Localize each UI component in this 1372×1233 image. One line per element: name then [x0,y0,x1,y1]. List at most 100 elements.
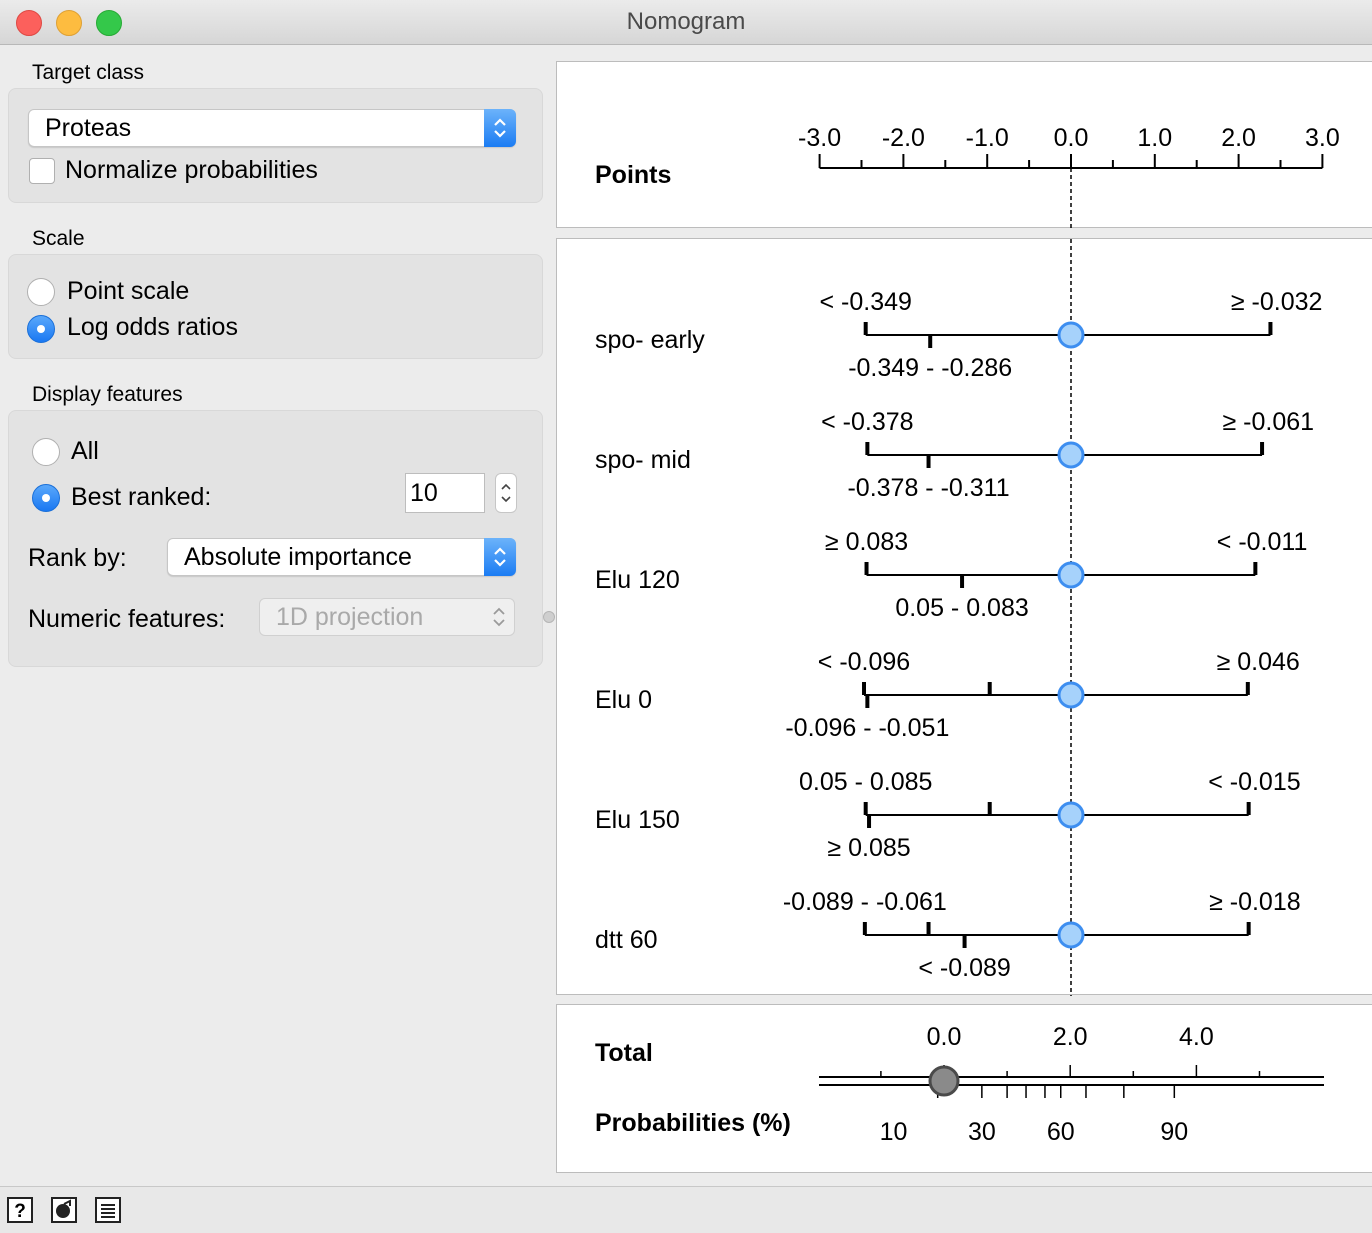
save-icon[interactable] [95,1197,121,1223]
feature-value-marker[interactable] [1057,681,1085,709]
feature-name: spo- mid [595,446,691,474]
probability-tick-label: 10 [880,1118,908,1146]
value-label-bottom: < -0.089 [918,954,1010,982]
point-scale-label: Point scale [67,277,190,305]
value-label-top: < -0.011 [1217,528,1308,556]
zoom-window-button[interactable] [96,10,122,36]
points-tick-label: 0.0 [1054,124,1089,152]
points-tick-label: 2.0 [1221,124,1256,152]
updown-chevron-icon [483,598,515,636]
feature-value-marker[interactable] [1057,441,1085,469]
all-features-radio[interactable] [32,438,60,466]
total-label: Total [595,1039,653,1067]
best-ranked-stepper[interactable] [495,473,517,513]
points-tick-label: 1.0 [1137,124,1172,152]
probability-tick-label: 90 [1160,1118,1188,1146]
points-tick-label: -2.0 [882,124,925,152]
log-odds-label: Log odds ratios [67,313,238,341]
features-panel: spo- early < -0.349 ≥ -0.032 -0.349 - -0.28… [556,238,1372,996]
all-features-label: All [71,437,99,465]
feature-value-marker[interactable] [1057,321,1085,349]
target-class-combo[interactable]: Proteas [28,109,516,147]
target-class-box: Proteas Normalize probabilities [8,88,543,203]
total-panel: Total Probabilities (%) 0.0 2.0 4.0 10 30 60 9… [556,1004,1372,1173]
value-label-top: ≥ -0.032 [1231,288,1323,316]
points-tick-label: -1.0 [966,124,1009,152]
best-ranked-radio[interactable] [32,484,60,512]
rank-by-label: Rank by: [28,544,127,572]
points-panel: Points -3.0 -2.0 -1.0 0.0 1.0 2.0 3.0 [556,61,1372,229]
close-window-button[interactable] [16,10,42,36]
splitter-handle[interactable] [543,611,555,623]
updown-chevron-icon [484,538,516,576]
scale-box: Point scale Log odds ratios [8,254,543,359]
value-label-top: < -0.378 [821,408,913,436]
total-axis: Total Probabilities (%) 0.0 2.0 4.0 10 30 60 9… [595,1023,1324,1146]
best-ranked-label: Best ranked: [71,483,212,511]
points-axis: Points -3.0 -2.0 -1.0 0.0 1.0 2.0 3.0 [595,124,1340,229]
value-label-top: ≥ 0.083 [825,528,908,556]
value-label-top: 0.05 - 0.085 [799,768,932,796]
value-label-bottom: -0.349 - -0.286 [848,354,1012,382]
report-icon[interactable] [51,1197,77,1223]
value-label-bottom: -0.096 - -0.051 [785,714,949,742]
feature-name: spo- early [595,326,705,354]
value-label-top: ≥ -0.061 [1223,408,1315,436]
feature-row: Elu 0 < -0.096 ≥ 0.046 -0.096 - -0.051 [595,648,1300,742]
value-label-top: < -0.349 [819,288,911,316]
feature-row: Elu 120 ≥ 0.083 < -0.011 0.05 - 0.083 [595,528,1307,622]
point-scale-radio[interactable] [27,278,55,306]
probabilities-label: Probabilities (%) [595,1109,791,1137]
value-label-bottom: -0.378 - -0.311 [847,474,1009,502]
feature-row: spo- early < -0.349 ≥ -0.032 -0.349 - -0.28… [595,288,1322,382]
status-bar: ? [0,1186,1372,1233]
points-label: Points [595,161,671,189]
feature-scales: spo- early < -0.349 ≥ -0.032 -0.349 - -0.28… [595,239,1322,996]
minimize-window-button[interactable] [56,10,82,36]
normalize-checkbox[interactable] [29,158,55,184]
value-label-top: < -0.096 [818,648,910,676]
feature-name: dtt 60 [595,926,658,954]
feature-value-marker[interactable] [1057,801,1085,829]
best-ranked-input[interactable]: 10 [405,473,485,513]
help-icon[interactable]: ? [7,1197,33,1223]
normalize-label: Normalize probabilities [65,156,318,184]
points-tick-label: 3.0 [1305,124,1340,152]
feature-name: Elu 150 [595,806,680,834]
total-tick-label: 4.0 [1179,1023,1214,1051]
feature-value-marker[interactable] [1057,921,1085,949]
stepper-arrows-icon [501,483,511,503]
feature-value-marker[interactable] [1057,561,1085,589]
feature-name: Elu 0 [595,686,652,714]
rank-by-value: Absolute importance [184,543,412,571]
value-label-top: -0.089 - -0.061 [783,888,947,916]
log-odds-radio[interactable] [27,315,55,343]
value-label-top: ≥ 0.046 [1217,648,1300,676]
feature-row: spo- mid < -0.378 ≥ -0.061 -0.378 - -0.311 [595,408,1314,502]
title-bar: Nomogram [0,0,1372,45]
numeric-features-combo[interactable]: 1D projection [259,598,515,636]
feature-name: Elu 120 [595,566,680,594]
total-marker[interactable] [928,1065,960,1097]
points-tick-label: -3.0 [798,124,841,152]
updown-chevron-icon [484,109,516,147]
numeric-features-value: 1D projection [276,603,424,631]
value-label-bottom: 0.05 - 0.083 [895,594,1028,622]
probability-tick-label: 30 [968,1118,996,1146]
svg-text:?: ? [14,1201,26,1222]
total-tick-label: 2.0 [1053,1023,1088,1051]
rank-by-combo[interactable]: Absolute importance [167,538,516,576]
probability-tick-label: 60 [1047,1118,1075,1146]
total-tick-label: 0.0 [927,1023,962,1051]
feature-row: dtt 60 -0.089 - -0.061 ≥ -0.018 < -0.089 [595,888,1301,982]
scale-heading: Scale [32,227,85,250]
value-label-top: < -0.015 [1208,768,1300,796]
value-label-bottom: ≥ 0.085 [827,834,910,862]
target-class-value: Proteas [45,114,132,142]
feature-row: Elu 150 0.05 - 0.085 < -0.015 ≥ 0.085 [595,768,1301,862]
target-class-heading: Target class [32,61,145,84]
display-features-heading: Display features [32,383,183,406]
value-label-top: ≥ -0.018 [1209,888,1301,916]
numeric-features-label: Numeric features: [28,605,226,633]
best-ranked-value: 10 [410,479,438,507]
